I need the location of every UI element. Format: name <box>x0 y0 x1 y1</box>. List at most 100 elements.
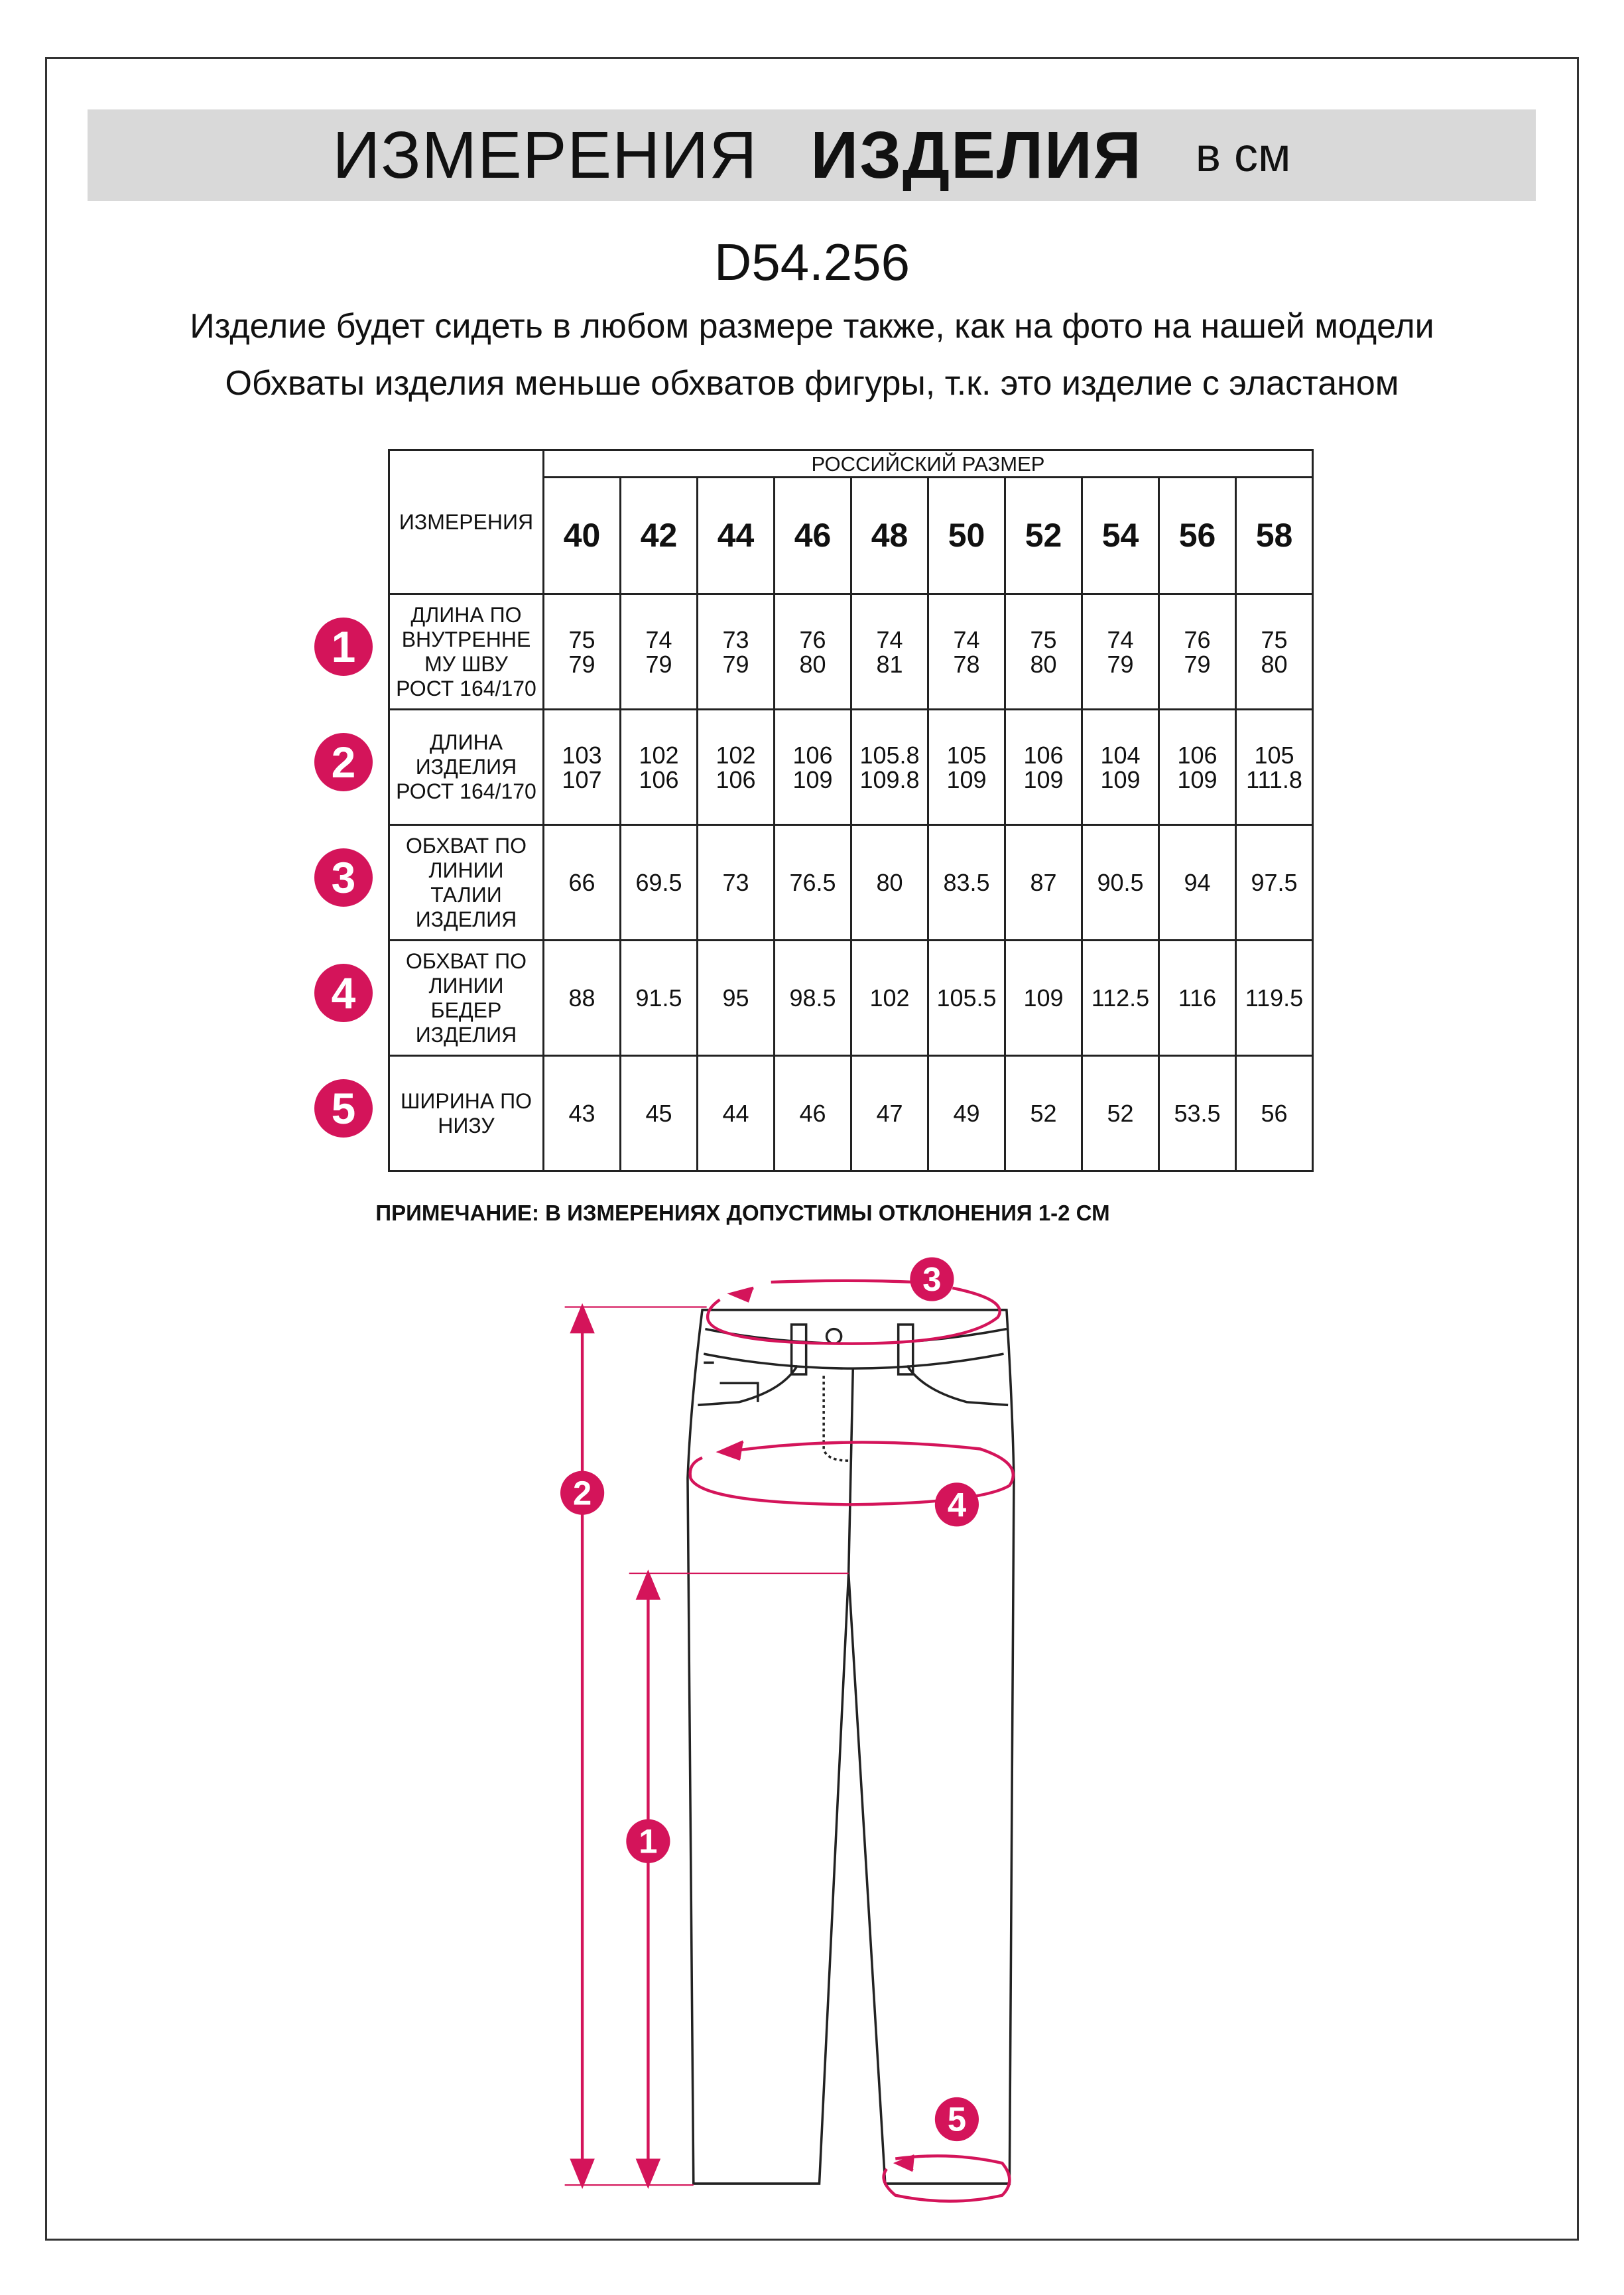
value-cell: 88 <box>542 939 621 1057</box>
value-cell: 80 <box>850 824 929 941</box>
subtitle-line-2: Обхваты изделия меньше обхватов фигуры, … <box>225 364 1399 403</box>
row-label-line: РОСТ 164/170 <box>396 779 536 803</box>
value: 88 <box>568 984 595 1012</box>
value: 43 <box>568 1100 595 1127</box>
row-label-line: ТАЛИИ <box>430 882 502 907</box>
value-cell: 90.5 <box>1081 824 1160 941</box>
value: 79 <box>645 650 672 678</box>
value: 45 <box>645 1100 672 1127</box>
table-row: ДЛИНА ПО ВНУТРЕННЕ МУ ШВУ РОСТ 164/170 75 79 7… <box>388 593 1314 710</box>
value-cell: 52 <box>1004 1055 1083 1172</box>
value-cell: 46 <box>773 1055 852 1172</box>
value-cell: 74 79 <box>1081 593 1160 710</box>
table-row: ДЛИНА ИЗДЕЛИЯ РОСТ 164/170 103 107 102 106 102 1… <box>388 708 1314 826</box>
value-cell: 56 <box>1235 1055 1314 1172</box>
title-unit: в см <box>1195 129 1291 182</box>
size-header-48: 48 <box>850 476 929 595</box>
value-cell: 87 <box>1004 824 1083 941</box>
value: 74 <box>876 625 903 653</box>
value-cell: 112.5 <box>1081 939 1160 1057</box>
size-header-46: 46 <box>773 476 852 595</box>
title-bold: ИЗДЕЛИЯ <box>810 117 1143 192</box>
value: 106 <box>792 741 833 769</box>
value: 116 <box>1178 984 1217 1012</box>
size-header-58: 58 <box>1235 476 1314 595</box>
value: 109 <box>1177 765 1218 793</box>
row-number-badge: 4 <box>314 964 373 1022</box>
row-label-line: ИЗДЕЛИЯ <box>415 907 517 931</box>
value-cell: 102 106 <box>696 708 775 826</box>
value: 119.5 <box>1245 984 1304 1012</box>
value: 102 <box>639 741 679 769</box>
value: 76.5 <box>789 869 836 896</box>
value-cell: 45 <box>619 1055 698 1172</box>
row-number-badge: 5 <box>314 1079 373 1138</box>
marker-number: 5 <box>948 2101 966 2138</box>
size-header-44: 44 <box>696 476 775 595</box>
value-cell: 104 109 <box>1081 708 1160 826</box>
value: 69.5 <box>635 869 682 896</box>
value-cell: 102 <box>850 939 929 1057</box>
value-cell: 73 79 <box>696 593 775 710</box>
size-table: ИЗМЕРЕНИЯ РОССИЙСКИЙ РАЗМЕР 40 42 44 46 48 50… <box>388 449 1314 1172</box>
value: 107 <box>562 765 602 793</box>
row-label: ОБХВАТ ПО ЛИНИИ БЕДЕР ИЗДЕЛИЯ <box>388 939 544 1057</box>
value: 97.5 <box>1251 869 1298 896</box>
row-number-badge: 3 <box>314 848 373 907</box>
value: 102 <box>869 984 910 1012</box>
table-row: ОБХВАТ ПО ЛИНИИ ТАЛИИ ИЗДЕЛИЯ 66 69.5 73 76.5 80… <box>388 824 1314 941</box>
value: 98.5 <box>789 984 836 1012</box>
value-cell: 75 79 <box>542 593 621 710</box>
row-label-line: ВНУТРЕННЕ <box>401 627 531 651</box>
value: 94 <box>1184 869 1211 896</box>
value-cell: 74 78 <box>927 593 1006 710</box>
value-cell: 74 79 <box>619 593 698 710</box>
value: 75 <box>1261 625 1288 653</box>
article-code: D54.256 <box>714 233 910 291</box>
value-cell: 103 107 <box>542 708 621 826</box>
value-cell: 43 <box>542 1055 621 1172</box>
value-cell: 83.5 <box>927 824 1006 941</box>
value: 106 <box>639 765 679 793</box>
value: 111.8 <box>1246 765 1302 793</box>
size-header-42: 42 <box>619 476 698 595</box>
value: 66 <box>568 869 595 896</box>
value: 78 <box>953 650 980 678</box>
row-label: ШИРИНА ПО НИЗУ <box>388 1055 544 1172</box>
value-cell: 106 109 <box>1004 708 1083 826</box>
value-cell: 73 <box>696 824 775 941</box>
value: 52 <box>1030 1100 1057 1127</box>
value-cell: 109 <box>1004 939 1083 1057</box>
value: 106 <box>716 765 756 793</box>
value-cell: 116 <box>1158 939 1237 1057</box>
value-cell: 106 109 <box>773 708 852 826</box>
marker-number: 4 <box>948 1486 966 1524</box>
value: 109 <box>1100 765 1141 793</box>
value: 109 <box>792 765 833 793</box>
value: 103 <box>562 741 602 769</box>
value: 74 <box>1107 625 1134 653</box>
value: 109.8 <box>859 765 920 793</box>
value: 95 <box>722 984 749 1012</box>
value: 49 <box>953 1100 980 1127</box>
value: 81 <box>876 650 903 678</box>
value-cell: 53.5 <box>1158 1055 1237 1172</box>
value: 52 <box>1107 1100 1134 1127</box>
row-label-line: ИЗДЕЛИЯ <box>415 1022 517 1047</box>
value: 53.5 <box>1174 1100 1221 1127</box>
value: 79 <box>568 650 595 678</box>
size-header-40: 40 <box>542 476 621 595</box>
value: 44 <box>722 1100 749 1127</box>
value-cell: 75 80 <box>1004 593 1083 710</box>
marker-number: 1 <box>639 1822 657 1860</box>
value: 73 <box>722 869 749 896</box>
value-cell: 105.5 <box>927 939 1006 1057</box>
value: 105 <box>1254 741 1294 769</box>
row-number-badge: 1 <box>314 618 373 676</box>
value-cell: 102 106 <box>619 708 698 826</box>
value: 79 <box>1184 650 1211 678</box>
value: 105 <box>946 741 987 769</box>
value-cell: 98.5 <box>773 939 852 1057</box>
measurement-lines <box>564 1279 1015 2203</box>
value-cell: 75 80 <box>1235 593 1314 710</box>
